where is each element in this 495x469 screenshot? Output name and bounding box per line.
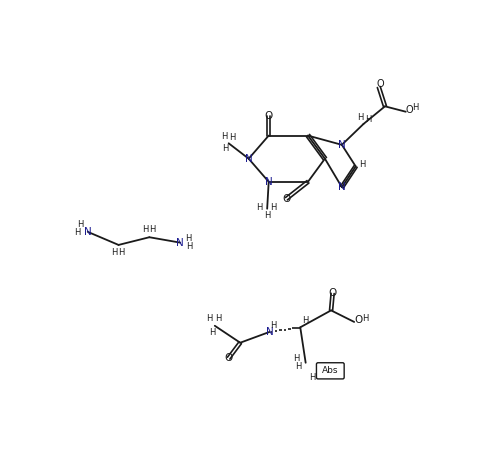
Text: H: H bbox=[270, 320, 277, 330]
Text: N: N bbox=[245, 154, 252, 164]
Text: N: N bbox=[266, 327, 273, 337]
Text: H: H bbox=[309, 373, 315, 382]
Text: H: H bbox=[215, 314, 222, 323]
Text: N: N bbox=[265, 177, 273, 187]
Text: O: O bbox=[225, 353, 233, 363]
Text: O: O bbox=[354, 315, 362, 325]
Text: H: H bbox=[75, 228, 81, 237]
Text: H: H bbox=[186, 242, 193, 251]
Text: H: H bbox=[185, 234, 191, 242]
Text: H: H bbox=[295, 362, 301, 371]
Text: O: O bbox=[377, 79, 384, 89]
Text: N: N bbox=[338, 182, 346, 192]
Text: H: H bbox=[293, 354, 299, 363]
Text: H: H bbox=[221, 132, 227, 141]
Text: H: H bbox=[357, 113, 363, 121]
Text: H: H bbox=[206, 314, 212, 323]
Text: H: H bbox=[359, 160, 366, 169]
Text: O: O bbox=[264, 111, 273, 121]
Text: H: H bbox=[111, 248, 118, 257]
Text: H: H bbox=[229, 133, 236, 142]
Text: Abs: Abs bbox=[322, 366, 339, 375]
Text: O: O bbox=[405, 105, 413, 115]
Text: H: H bbox=[256, 203, 263, 212]
FancyBboxPatch shape bbox=[316, 363, 344, 379]
Text: O: O bbox=[282, 194, 291, 204]
Text: H: H bbox=[149, 225, 155, 234]
Text: O: O bbox=[329, 288, 337, 298]
Text: H: H bbox=[222, 144, 229, 153]
Text: H: H bbox=[302, 316, 308, 325]
Text: H: H bbox=[118, 248, 125, 257]
Text: N: N bbox=[84, 227, 92, 237]
Text: H: H bbox=[362, 314, 368, 323]
Text: H: H bbox=[264, 211, 270, 220]
Text: H: H bbox=[413, 103, 419, 112]
Text: H: H bbox=[143, 225, 148, 234]
Text: H: H bbox=[77, 220, 83, 229]
Text: H: H bbox=[209, 328, 216, 337]
Text: N: N bbox=[338, 140, 346, 150]
Text: H: H bbox=[365, 115, 371, 124]
Text: N: N bbox=[176, 238, 184, 248]
Text: H: H bbox=[270, 203, 277, 212]
